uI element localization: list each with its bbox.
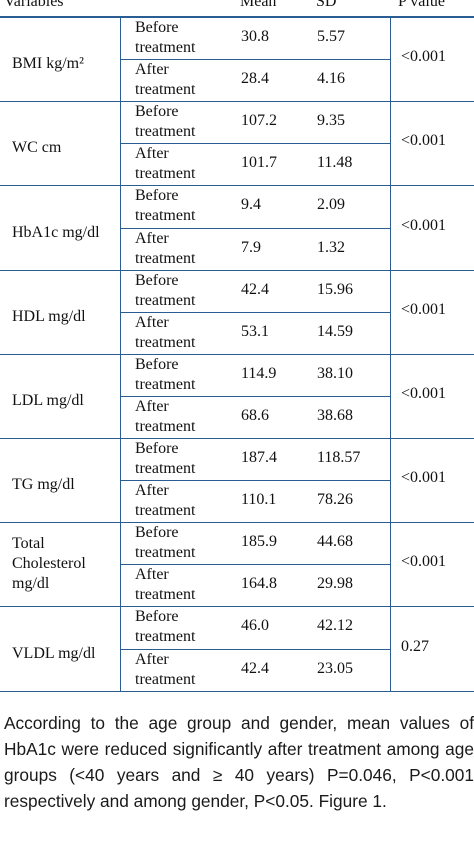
treatment-label: After treatment <box>135 61 196 99</box>
treatment-label: After treatment <box>135 397 196 435</box>
p-value: 0.27 <box>401 637 429 655</box>
treatment-label: Before treatment <box>135 19 196 56</box>
mean-value: 101.7 <box>241 154 277 172</box>
sd-value: 5.57 <box>317 28 345 45</box>
mean-value: 110.1 <box>241 491 277 509</box>
sd-value: 42.12 <box>317 617 353 635</box>
header-mean: Mean <box>240 0 277 10</box>
variable-name: BMI kg/m² <box>12 55 84 73</box>
group-divider <box>0 353 474 355</box>
treatment-label: Before treatment <box>135 608 196 646</box>
sd-value: 78.26 <box>317 491 353 509</box>
row-divider <box>120 480 390 482</box>
sd-value: 38.10 <box>317 364 353 382</box>
sd-value: 44.68 <box>317 533 353 551</box>
group-divider <box>0 101 474 103</box>
variable-name: VLDL mg/dl <box>12 644 96 662</box>
treatment-label: Before treatment <box>135 187 196 225</box>
variable-name: HbA1c mg/dl <box>12 223 100 241</box>
column-divider <box>390 522 391 607</box>
mean-value: 30.8 <box>241 28 269 45</box>
sd-value: 2.09 <box>317 196 345 214</box>
column-divider <box>390 101 391 186</box>
p-value: <0.001 <box>401 48 447 66</box>
group-divider <box>0 438 474 439</box>
sd-value: 29.98 <box>317 575 353 593</box>
mean-value: 9.4 <box>241 196 261 214</box>
variable-name: LDL mg/dl <box>12 391 84 409</box>
results-paragraph: According to the age group and gender, m… <box>4 713 474 811</box>
sd-value: 1.32 <box>317 238 345 256</box>
header-variables: Variables <box>4 0 64 10</box>
treatment-label: Before treatment <box>135 440 196 477</box>
row-divider <box>120 395 390 397</box>
p-value: <0.001 <box>401 469 447 487</box>
mean-value: 68.6 <box>241 406 269 424</box>
mean-value: 46.0 <box>241 617 269 635</box>
group-divider <box>0 185 474 187</box>
p-value: <0.001 <box>401 300 447 318</box>
mean-value: 42.4 <box>241 280 269 298</box>
mean-value: 28.4 <box>241 70 269 88</box>
treatment-label: Before treatment <box>135 271 196 309</box>
sd-value: 14.59 <box>317 322 353 340</box>
column-divider <box>120 185 121 270</box>
row-divider <box>120 59 390 61</box>
treatment-label: After treatment <box>135 482 196 520</box>
column-divider <box>390 438 391 523</box>
variable-name: WC cm <box>12 139 62 157</box>
mean-value: 53.1 <box>241 322 269 340</box>
mean-value: 42.4 <box>241 659 269 677</box>
sd-value: 118.57 <box>317 449 361 466</box>
treatment-label: After treatment <box>135 650 196 688</box>
sd-value: 23.05 <box>317 659 353 677</box>
p-value: <0.001 <box>401 384 447 402</box>
column-divider <box>120 606 121 691</box>
sd-value: 9.35 <box>317 112 345 130</box>
variable-name: TG mg/dl <box>12 476 75 494</box>
row-divider <box>120 227 390 229</box>
variable-name: Total Cholesterol mg/dl <box>12 535 86 593</box>
column-divider <box>390 17 391 102</box>
p-value: <0.001 <box>401 132 447 150</box>
header-sd: SD <box>316 0 337 10</box>
column-divider <box>390 269 391 354</box>
group-divider <box>0 269 474 271</box>
row-divider <box>120 648 390 650</box>
p-value: <0.001 <box>401 553 447 571</box>
group-divider <box>0 522 474 524</box>
sd-value: 15.96 <box>317 280 353 298</box>
mean-value: 107.2 <box>241 112 277 130</box>
treatment-label: After treatment <box>135 313 196 351</box>
treatment-label: Before treatment <box>135 524 196 562</box>
treatment-label: After treatment <box>135 229 196 267</box>
treatment-label: Before treatment <box>135 355 196 393</box>
p-value: <0.001 <box>401 216 447 234</box>
mean-value: 164.8 <box>241 575 277 593</box>
group-divider <box>0 606 474 608</box>
table-top-rule <box>0 16 474 18</box>
treatment-label: After treatment <box>135 566 196 604</box>
row-divider <box>120 143 390 145</box>
column-divider <box>120 522 121 607</box>
group-divider <box>0 690 474 692</box>
mean-value: 114.9 <box>241 364 277 382</box>
column-divider <box>390 185 391 270</box>
sd-value: 4.16 <box>317 70 345 88</box>
treatment-label: Before treatment <box>135 103 196 141</box>
column-divider <box>120 101 121 186</box>
row-divider <box>120 311 390 313</box>
sd-value: 11.48 <box>317 154 353 172</box>
sd-value: 38.68 <box>317 406 353 424</box>
column-divider <box>390 353 391 438</box>
variable-name: HDL mg/dl <box>12 307 86 325</box>
header-p-value: P value <box>398 0 445 10</box>
treatment-label: After treatment <box>135 145 196 183</box>
row-divider <box>120 564 390 566</box>
column-divider <box>390 606 391 691</box>
mean-value: 187.4 <box>241 449 277 466</box>
mean-value: 7.9 <box>241 238 261 256</box>
mean-value: 185.9 <box>241 533 277 551</box>
